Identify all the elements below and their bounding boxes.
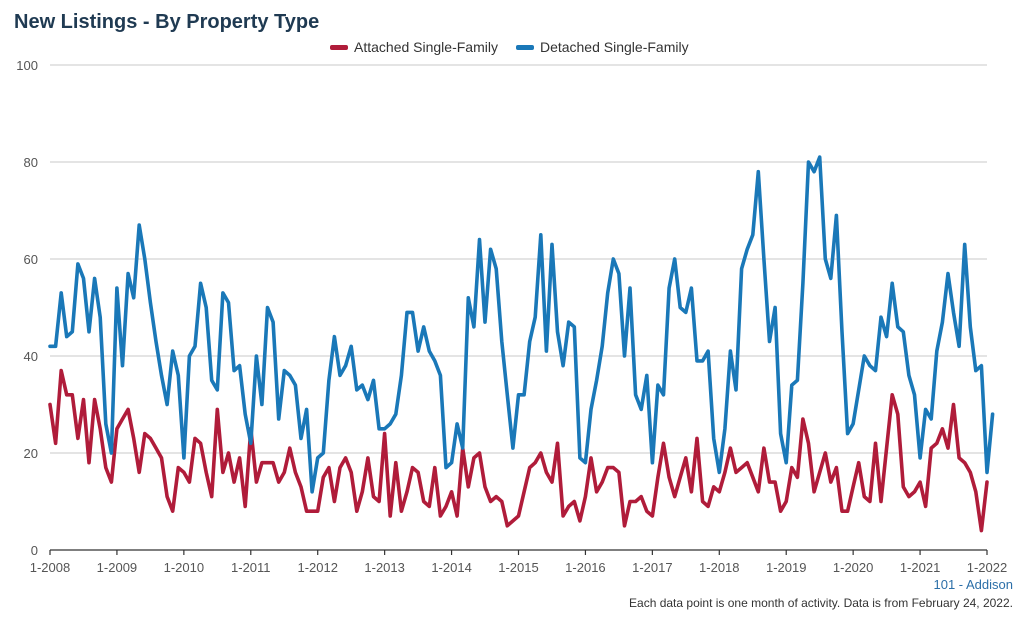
x-tick-label: 1-2010 <box>164 560 204 575</box>
x-tick-label: 1-2022 <box>967 560 1007 575</box>
x-tick-label: 1-2014 <box>431 560 471 575</box>
y-tick-label: 0 <box>31 543 38 558</box>
chart-legend: Attached Single-Family Detached Single-F… <box>330 39 689 55</box>
legend-label-attached: Attached Single-Family <box>354 39 498 55</box>
x-tick-label: 1-2009 <box>97 560 137 575</box>
legend-item-attached[interactable]: Attached Single-Family <box>330 39 498 55</box>
legend-swatch-detached <box>515 44 534 50</box>
series-line-attached <box>48 368 989 533</box>
x-tick-label: 1-2020 <box>833 560 873 575</box>
x-tick-label: 1-2008 <box>30 560 70 575</box>
y-tick-label: 100 <box>16 58 38 73</box>
y-tick-label: 40 <box>24 349 38 364</box>
footnote: Each data point is one month of activity… <box>629 596 1013 610</box>
legend-swatch-attached <box>330 44 348 50</box>
x-tick-label: 1-2021 <box>900 560 940 575</box>
x-axis: 1-2008 1-2009 1-2010 1-2011 1-2012 1-2013 1-20… <box>30 549 1007 575</box>
source-label: 101 - Addison <box>933 577 1013 592</box>
x-tick-label: 1-2018 <box>699 560 739 575</box>
y-tick-label: 20 <box>24 446 38 461</box>
y-axis-ticks: 0 20 40 60 80 100 <box>16 58 38 558</box>
x-tick-label: 1-2012 <box>297 560 337 575</box>
legend-label-detached: Detached Single-Family <box>539 39 689 55</box>
y-tick-label: 80 <box>24 155 38 170</box>
x-tick-label: 1-2015 <box>498 560 538 575</box>
y-tick-label: 60 <box>24 252 38 267</box>
series-line-detached <box>48 155 995 494</box>
legend-item-detached[interactable]: Detached Single-Family <box>515 39 689 55</box>
x-tick-label: 1-2013 <box>364 560 404 575</box>
x-tick-label: 1-2017 <box>632 560 672 575</box>
x-tick-label: 1-2016 <box>565 560 605 575</box>
chart-title: New Listings - By Property Type <box>14 11 320 33</box>
x-tick-label: 1-2019 <box>766 560 806 575</box>
x-tick-label: 1-2011 <box>231 560 271 575</box>
series-lines <box>48 155 995 533</box>
